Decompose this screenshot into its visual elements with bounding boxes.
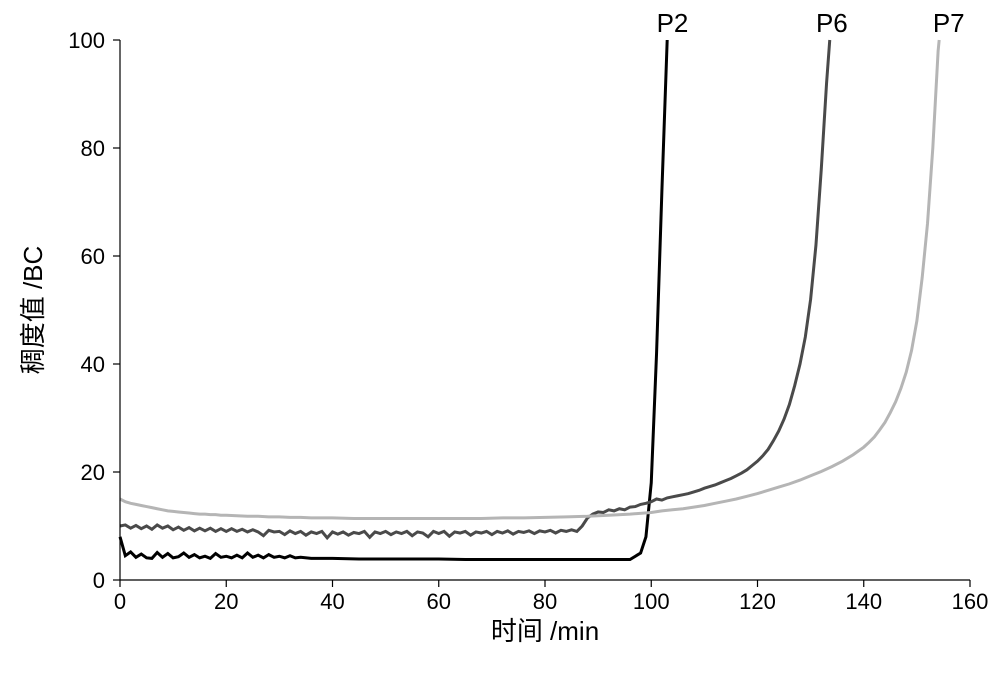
series-label-p6: P6	[816, 8, 848, 38]
x-tick-label: 60	[427, 589, 451, 614]
y-tick-label: 100	[68, 28, 105, 53]
series-p2	[120, 40, 667, 559]
x-tick-label: 40	[320, 589, 344, 614]
chart-container: P2 P6 P7 0 20 40 60 80 100 120 140 160 0 20 40 60 80 100 时…	[0, 0, 1000, 678]
y-tick-label: 80	[81, 136, 105, 161]
y-tick-label: 0	[93, 568, 105, 593]
y-tick-label: 20	[81, 460, 105, 485]
series-label-p2: P2	[657, 8, 689, 38]
x-axis-label: 时间 /min	[491, 616, 599, 646]
x-tick-label: 120	[739, 589, 776, 614]
x-tick-label: 140	[845, 589, 882, 614]
series-p6	[120, 40, 830, 538]
x-tick-label: 20	[214, 589, 238, 614]
x-tick-label: 100	[633, 589, 670, 614]
x-tick-label: 0	[114, 589, 126, 614]
y-axis-label: 稠度值 /BC	[18, 246, 48, 375]
x-tick-label: 160	[952, 589, 989, 614]
x-tick-label: 80	[533, 589, 557, 614]
series-p7	[120, 40, 939, 518]
y-tick-label: 60	[81, 244, 105, 269]
series-label-p7: P7	[933, 8, 965, 38]
line-chart-svg: P2 P6 P7 0 20 40 60 80 100 120 140 160 0 20 40 60 80 100 时…	[0, 0, 1000, 678]
y-tick-label: 40	[81, 352, 105, 377]
